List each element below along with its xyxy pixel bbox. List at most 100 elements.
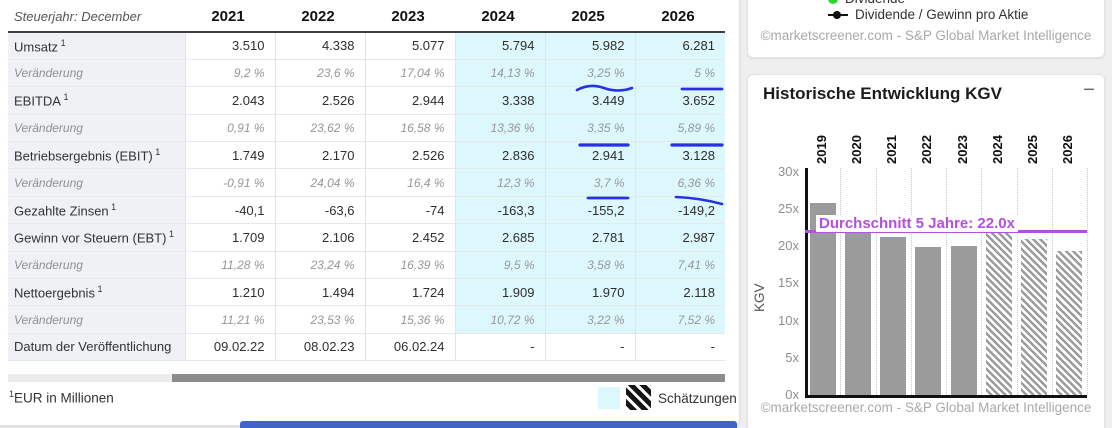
- bottom-banner-edge: [240, 421, 737, 428]
- row-label-sup: 1: [58, 37, 66, 48]
- legend-label: Dividende / Gewinn pro Aktie: [855, 7, 1029, 22]
- table-cell: 09.02.22: [184, 333, 275, 361]
- table-cell: 6.281: [634, 32, 725, 60]
- row-label-text: EBITDA: [14, 93, 61, 109]
- table-cell: 2.941: [544, 141, 635, 169]
- legend-item-dividende-gewinn: Dividende / Gewinn pro Aktie: [828, 7, 1028, 22]
- table-row: Umsatz 1 3.510 4.338 5.077 5.794 5.982 6.281: [8, 32, 725, 60]
- table-cell: -: [454, 333, 545, 361]
- dividend-legend-card: [747, 0, 1105, 58]
- table-row: Veränderung 11,28 % 23,24 % 16,39 % 9,5 % 3,5…: [8, 251, 725, 279]
- table-cell: 17,04 %: [364, 59, 455, 87]
- table-row: EBITDA 1 2.043 2.526 2.944 3.338 3.449 3.652: [8, 86, 725, 115]
- table-cell: 16,4 %: [364, 168, 455, 197]
- table-header-year: 2025: [571, 8, 605, 25]
- table-cell: 2.836: [454, 141, 545, 169]
- row-label: Gewinn vor Steuern (EBT) 1: [8, 223, 185, 252]
- row-label-sup: 1: [166, 229, 174, 240]
- row-label: Veränderung: [8, 59, 185, 87]
- table-row: Gezahlte Zinsen 1 -40,1 -63,6 -74 -163,3 -155…: [8, 196, 725, 224]
- table-cell: 11,21 %: [184, 305, 275, 334]
- table-row: Betriebsergebnis (EBIT) 1 1.749 2.170 2.526…: [8, 141, 725, 169]
- table-row: Veränderung 11,21 % 23,53 % 15,36 % 10,72 % 3…: [8, 305, 725, 334]
- table-cell: 2.106: [274, 223, 365, 252]
- table-cell: 1.970: [544, 278, 635, 306]
- row-label-text: Nettoergebnis: [14, 285, 95, 301]
- table-cell: 23,53 %: [274, 305, 365, 334]
- table-cell: 16,39 %: [364, 251, 455, 279]
- row-label-sup: 1: [94, 284, 103, 295]
- table-cell: 9,5 %: [454, 251, 545, 279]
- table-cell: 1.724: [364, 278, 455, 306]
- row-label-text: Veränderung: [14, 175, 83, 190]
- table-cell: 3.510: [184, 32, 275, 60]
- table-cell: -74: [364, 196, 455, 224]
- table-cell: 3,7 %: [544, 168, 635, 197]
- card-title: Historische Entwicklung KGV: [763, 84, 1002, 103]
- table-header-year: 2022: [301, 8, 335, 25]
- table-cell: 2.526: [364, 141, 455, 169]
- table-cell: 16,58 %: [364, 114, 455, 142]
- table-cell: 5.077: [364, 32, 455, 60]
- table-cell: 12,3 %: [454, 168, 545, 197]
- table-header-year: 2026: [661, 8, 695, 25]
- legend-label: Dividende: [845, 0, 905, 6]
- collapse-button[interactable]: −: [1083, 79, 1095, 101]
- table-row: Veränderung -0,91 % 24,04 % 16,4 % 12,3 % 3,7…: [8, 168, 725, 197]
- table-cell: 9,2 %: [184, 59, 275, 87]
- table-scrollbar-thumb[interactable]: [172, 374, 725, 382]
- row-label: Nettoergebnis 1: [8, 278, 185, 306]
- table-cell: 2.781: [544, 223, 635, 252]
- table-cell: 11,28 %: [184, 251, 275, 279]
- table-cell: 0,91 %: [184, 114, 275, 142]
- table-row: Datum der Veröffentlichung 09.02.22 08.02.…: [8, 333, 725, 361]
- row-label-text: Gewinn vor Steuern (EBT): [14, 230, 167, 246]
- estimates-hatch-icon: [626, 385, 651, 410]
- row-label-text: Umsatz: [14, 39, 59, 55]
- table-cell: 4.338: [274, 32, 365, 60]
- table-cell: 1.909: [454, 278, 545, 306]
- footnote-sup: 1: [9, 389, 15, 399]
- table-cell: 15,36 %: [364, 305, 455, 334]
- table-cell: 1.494: [274, 278, 365, 306]
- table-cell: -40,1: [184, 196, 275, 224]
- table-cell: 1.210: [184, 278, 275, 306]
- table-cell: 2.452: [364, 223, 455, 252]
- table-cell: 1.709: [184, 223, 275, 252]
- row-label-text: Veränderung: [14, 120, 83, 135]
- row-label-sup: 1: [108, 201, 117, 212]
- table-cell: 2.170: [274, 141, 365, 169]
- table-cell: 5.794: [454, 32, 545, 60]
- table-cell: 3,22 %: [544, 305, 635, 334]
- table-header-year: 2021: [211, 8, 245, 25]
- legend-item-dividende: Dividende: [828, 0, 905, 6]
- table-cell: 08.02.23: [274, 333, 365, 361]
- table-cell: 6,36 %: [634, 168, 725, 197]
- line-dot-icon: [828, 10, 848, 20]
- row-label-text: Veränderung: [14, 312, 83, 327]
- table-cell: 13,36 %: [454, 114, 545, 142]
- table-cell: 14,13 %: [454, 59, 545, 87]
- row-label-sup: 1: [60, 92, 69, 103]
- table-row: Gewinn vor Steuern (EBT) 1 1.709 2.106 2.45…: [8, 223, 725, 252]
- table-cell: -63,6: [274, 196, 365, 224]
- table-cell: -0,91 %: [184, 168, 275, 197]
- table-cell: 2.944: [364, 86, 455, 115]
- table-header-label: Steuerjahr: December: [14, 9, 142, 24]
- row-label-text: Gezahlte Zinsen: [14, 203, 109, 219]
- table-cell: 7,41 %: [634, 251, 725, 279]
- copyright-line: ©marketscreener.com - S&P Global Market …: [760, 28, 1092, 43]
- table-cell: 5,89 %: [634, 114, 725, 142]
- row-label: Veränderung: [8, 305, 185, 334]
- row-label: Datum der Veröffentlichung: [8, 333, 185, 361]
- table-cell: 3.128: [634, 141, 725, 169]
- table-cell: 1.749: [184, 141, 275, 169]
- row-label-text: Betriebsergebnis (EBIT): [14, 148, 153, 164]
- table-cell: 3,58 %: [544, 251, 635, 279]
- footnote-text: EUR in Millionen: [14, 390, 114, 406]
- row-label: Umsatz 1: [8, 32, 185, 60]
- estimates-color-swatch: [598, 387, 620, 409]
- estimates-legend-label: Schätzungen: [658, 391, 737, 406]
- table-cell: 10,72 %: [454, 305, 545, 334]
- table-cell: 2.685: [454, 223, 545, 252]
